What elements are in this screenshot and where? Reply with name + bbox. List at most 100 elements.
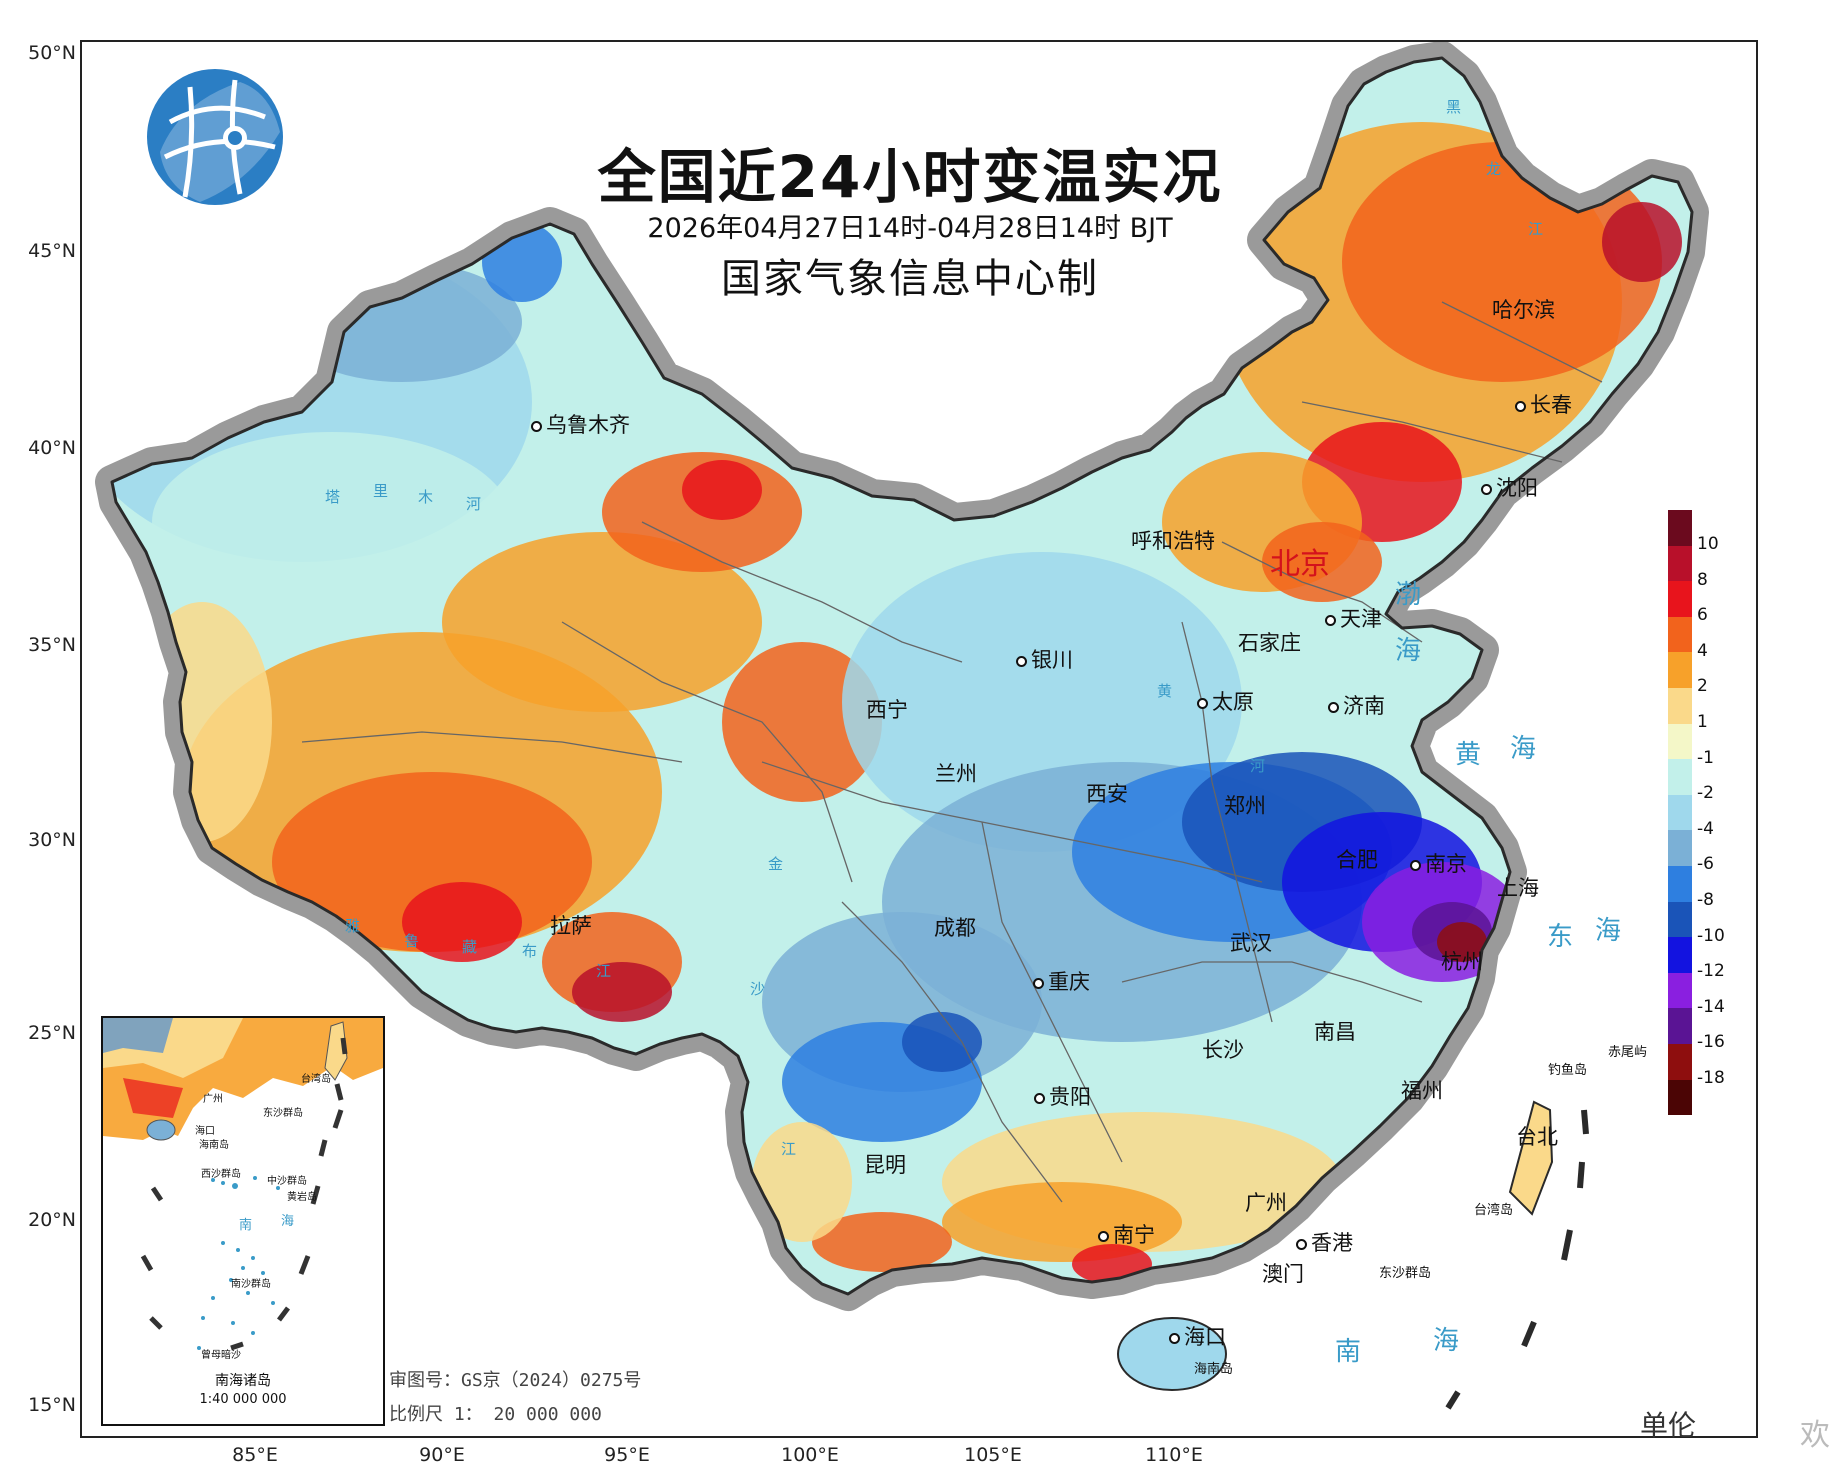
lat-label: 40°N: [28, 437, 76, 459]
legend-tick-label: -4: [1697, 818, 1714, 839]
city-taiyuan: 太原: [1197, 686, 1254, 716]
city-zhengzhou: 郑州: [1224, 790, 1266, 820]
lon-label: 90°E: [419, 1444, 465, 1466]
city-label: 西宁: [866, 698, 908, 722]
city-marker-icon: [1033, 977, 1044, 989]
city-label: 重庆: [1048, 970, 1090, 994]
inset-map: [103, 1018, 383, 1351]
city-label: 南昌: [1314, 1020, 1356, 1044]
legend-swatch: [1668, 510, 1692, 546]
city-label: 南京: [1425, 852, 1467, 876]
city-shijiazhuang: 石家庄: [1238, 627, 1301, 657]
lat-label: 35°N: [28, 634, 76, 656]
city-marker-icon: [1296, 1238, 1307, 1250]
temperature-region: [812, 1212, 952, 1272]
south-china-sea-inset: 广州 台湾岛 东沙群岛 海口 海南岛 西沙群岛 中沙群岛 黄岩岛 南 海 南沙群…: [101, 1016, 385, 1426]
city-label: 成都: [934, 916, 976, 940]
inset-label: 台湾岛: [301, 1074, 331, 1085]
city-label: 武汉: [1230, 931, 1272, 955]
inset-label: 南沙群岛: [231, 1279, 271, 1290]
legend-swatch: [1668, 545, 1692, 582]
city-taipei: 台北: [1516, 1121, 1558, 1151]
sea-label: 南: [1335, 1337, 1368, 1367]
city-kunming: 昆明: [864, 1149, 906, 1179]
river-label: 鲁: [404, 932, 420, 950]
temperature-region: [682, 460, 762, 520]
city-harbin: 哈尔滨: [1492, 294, 1555, 324]
temperature-region: [942, 1182, 1182, 1262]
city-marker-icon: [1197, 697, 1208, 709]
inset-islands: [197, 1176, 280, 1350]
city-jinan: 济南: [1328, 690, 1385, 720]
river-label: 河: [466, 495, 482, 513]
legend-tick-label: -2: [1697, 783, 1714, 804]
temperature-region: [152, 432, 512, 612]
legend-tick-label: 8: [1697, 569, 1708, 590]
city-xian: 西安: [1086, 778, 1128, 808]
island-label: 赤尾屿: [1608, 1045, 1648, 1060]
hainan-island: [1117, 1317, 1227, 1391]
city-xining: 西宁: [866, 694, 908, 724]
city-label: 太原: [1212, 690, 1254, 714]
temperature-region: [572, 962, 672, 1022]
sea-label: 海: [1395, 636, 1428, 666]
inset-label: 西沙群岛: [201, 1169, 241, 1180]
legend-swatch: [1668, 865, 1692, 902]
boundary-dash: [1561, 1229, 1573, 1261]
river-label: 里: [373, 482, 389, 500]
island-label: 海南岛: [1194, 1362, 1234, 1377]
approval-number: 审图号：GS京（2024）0275号: [389, 1370, 642, 1391]
river-label: 金: [768, 855, 784, 873]
city-lanzhou: 兰州: [935, 758, 977, 788]
city-hongkong: 香港: [1296, 1227, 1353, 1257]
city-nanjing: 南京: [1410, 848, 1467, 878]
city-changsha: 长沙: [1202, 1034, 1244, 1064]
city-label: 乌鲁木齐: [546, 413, 630, 437]
boundary-dash: [1445, 1390, 1461, 1410]
city-guiyang: 贵阳: [1034, 1081, 1091, 1111]
legend-swatch: [1668, 937, 1692, 973]
sea-label: 黄: [1455, 740, 1488, 770]
lat-label: 30°N: [28, 829, 76, 851]
city-yinchuan: 银川: [1016, 644, 1073, 674]
legend-tick-label: -18: [1697, 1068, 1725, 1088]
city-chengdu: 成都: [934, 912, 976, 942]
river-label: 江: [1528, 220, 1544, 238]
legend-tick-label: -6: [1697, 854, 1714, 875]
map-scale: 比例尺 1： 20 000 000: [389, 1404, 602, 1425]
legend-tick-label: 6: [1697, 605, 1708, 626]
inset-label: 黄岩岛: [287, 1192, 317, 1203]
city-marker-icon: [1016, 655, 1027, 667]
city-nanning: 南宁: [1098, 1219, 1155, 1249]
lat-label: 50°N: [28, 42, 76, 64]
city-hohhot: 呼和浩特: [1131, 525, 1215, 555]
taiwan-island: [1508, 1100, 1554, 1216]
city-fuzhou: 福州: [1401, 1075, 1443, 1105]
inset-scale: 1:40 000 000: [199, 1392, 287, 1407]
city-marker-icon: [1325, 614, 1336, 626]
map-subtitle: 2026年04月27日14时-04月28日14时 BJT: [647, 213, 1173, 244]
sea-label: 海: [1510, 734, 1543, 764]
city-marker-icon: [1481, 483, 1492, 495]
city-label: 长沙: [1202, 1038, 1244, 1062]
legend-tick-label: 2: [1697, 676, 1708, 697]
city-lhasa: 拉萨: [550, 910, 592, 940]
city-haikou: 海口: [1169, 1321, 1226, 1351]
legend-swatch: [1668, 759, 1692, 795]
city-label: 香港: [1311, 1231, 1353, 1255]
boundary-dash: [1577, 1161, 1585, 1189]
river-label: 布: [522, 942, 538, 960]
city-marker-icon: [1098, 1230, 1109, 1242]
color-legend: [1668, 510, 1692, 1116]
inset-label: 曾母暗沙: [201, 1350, 241, 1361]
map-title: 全国近24小时变温实况: [597, 143, 1223, 211]
city-nanchang: 南昌: [1314, 1016, 1356, 1046]
lat-label: 15°N: [28, 1394, 76, 1416]
temperature-region: [1437, 922, 1487, 962]
city-chongqing: 重庆: [1033, 966, 1090, 996]
legend-tick-label: -1: [1697, 747, 1714, 768]
inset-warm-patch: [123, 1078, 183, 1118]
lon-label: 85°E: [232, 1444, 278, 1466]
city-label: 海口: [1184, 1325, 1226, 1349]
city-marker-icon: [1169, 1332, 1180, 1344]
